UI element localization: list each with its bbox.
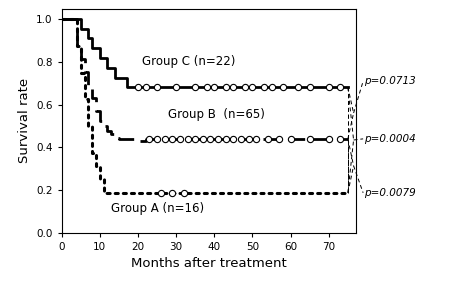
Text: Group C (n=22): Group C (n=22) <box>142 55 235 68</box>
Text: p=0.0004: p=0.0004 <box>364 134 416 144</box>
Text: p=0.0079: p=0.0079 <box>364 188 416 198</box>
Text: p=0.0713: p=0.0713 <box>364 76 416 86</box>
Y-axis label: Survival rate: Survival rate <box>18 78 30 163</box>
Text: Group A (n=16): Group A (n=16) <box>111 202 204 215</box>
Text: Group B  (n=65): Group B (n=65) <box>168 108 265 121</box>
X-axis label: Months after treatment: Months after treatment <box>131 258 286 270</box>
